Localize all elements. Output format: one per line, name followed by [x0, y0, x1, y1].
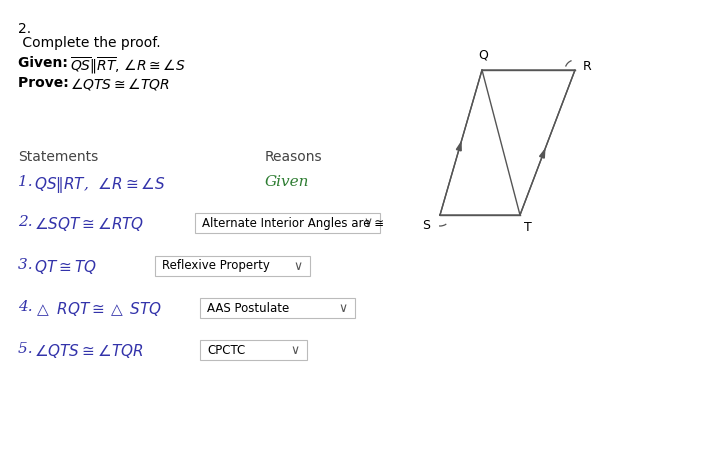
FancyBboxPatch shape	[200, 340, 307, 360]
Text: Alternate Interior Angles are ≅: Alternate Interior Angles are ≅	[202, 217, 384, 229]
Text: 2.: 2.	[18, 22, 31, 36]
Text: ∨: ∨	[364, 217, 373, 229]
Text: Given: Given	[265, 175, 309, 189]
Text: $\angle SQT \cong \angle RTQ$: $\angle SQT \cong \angle RTQ$	[34, 215, 144, 233]
Text: $\triangle\ RQT \cong \triangle\ STQ$: $\triangle\ RQT \cong \triangle\ STQ$	[34, 300, 163, 318]
Text: 4.: 4.	[18, 300, 38, 314]
Text: Reflexive Property: Reflexive Property	[162, 260, 270, 272]
Text: Statements: Statements	[18, 150, 98, 164]
Polygon shape	[540, 150, 545, 158]
Text: ∨: ∨	[294, 260, 302, 272]
Text: Prove:: Prove:	[18, 76, 73, 90]
Text: Q: Q	[478, 49, 488, 62]
Text: $\overline{QS} \| \overline{RT}$, $\angle R \cong \angle S$: $\overline{QS} \| \overline{RT}$, $\angl…	[70, 56, 185, 76]
Text: Complete the proof.: Complete the proof.	[18, 36, 160, 50]
Text: 3.: 3.	[18, 258, 38, 272]
Text: CPCTC: CPCTC	[207, 344, 245, 356]
Text: 2.: 2.	[18, 215, 38, 229]
Text: $QS \| RT$,  $\angle R \cong \angle S$: $QS \| RT$, $\angle R \cong \angle S$	[34, 175, 165, 195]
Text: $QT \cong TQ$: $QT \cong TQ$	[34, 258, 97, 276]
Text: $\angle QTS \cong \angle TQR$: $\angle QTS \cong \angle TQR$	[34, 342, 143, 360]
Text: ∨: ∨	[339, 302, 347, 314]
Text: S: S	[422, 219, 430, 232]
FancyBboxPatch shape	[155, 256, 310, 276]
Text: AAS Postulate: AAS Postulate	[207, 302, 289, 314]
Text: 5.: 5.	[18, 342, 38, 356]
FancyBboxPatch shape	[200, 298, 355, 318]
Text: T: T	[524, 221, 532, 234]
Text: Given:: Given:	[18, 56, 73, 70]
Text: R: R	[583, 60, 592, 74]
FancyBboxPatch shape	[195, 213, 380, 233]
Text: 1.: 1.	[18, 175, 38, 189]
Polygon shape	[456, 143, 461, 151]
Text: $\angle QTS \cong \angle TQR$: $\angle QTS \cong \angle TQR$	[70, 76, 170, 92]
Text: Reasons: Reasons	[265, 150, 322, 164]
Text: ∨: ∨	[290, 344, 299, 356]
